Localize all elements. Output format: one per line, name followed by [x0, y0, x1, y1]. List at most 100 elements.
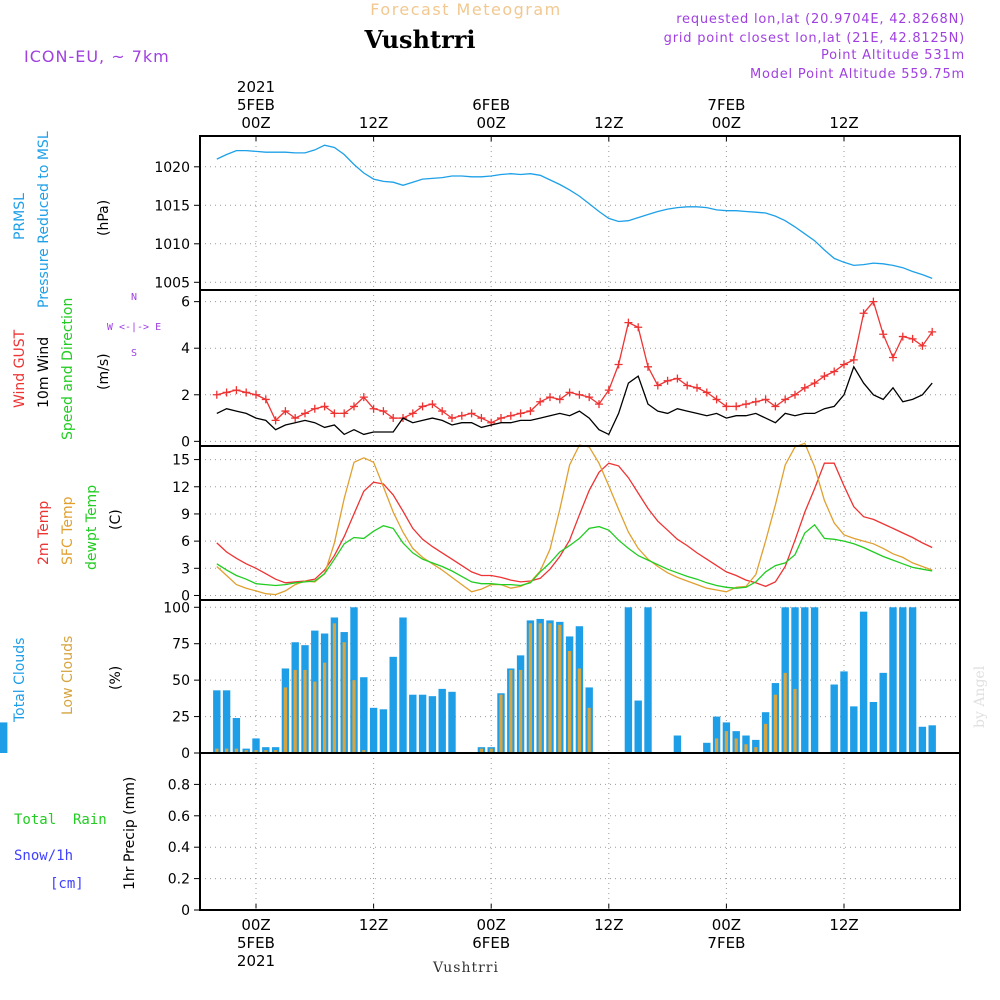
gust-marker	[840, 360, 848, 369]
bar-total-clouds	[879, 672, 887, 753]
panel-frame	[199, 445, 961, 601]
gust-marker	[389, 414, 398, 423]
wind-speed-direction-label: Speed and Direction	[60, 298, 76, 440]
pressure-label-prmsl: PRMSL	[12, 193, 28, 240]
y-tick-label: 75	[172, 637, 190, 653]
gust-marker	[742, 400, 750, 409]
gust-marker	[261, 395, 270, 404]
bar-low-clouds	[744, 744, 748, 753]
gust-marker	[369, 404, 378, 413]
bar-total-clouds	[213, 690, 221, 753]
bar-low-clouds	[225, 748, 229, 753]
bar-low-clouds	[293, 669, 297, 753]
gust-marker	[859, 309, 868, 318]
top-time-label: 2021	[237, 78, 275, 96]
gust-marker	[673, 374, 682, 383]
gust-marker	[340, 409, 349, 418]
gust-marker	[291, 414, 300, 423]
panel-frame	[199, 752, 961, 911]
precip-labels: Total Rain Snow/1h [cm] 1hr Precip (mm)	[14, 777, 138, 892]
gust-marker	[575, 390, 584, 399]
bar-low-clouds	[215, 748, 219, 753]
temp-sfc-label: SFC Temp	[60, 496, 76, 565]
bar-total-clouds	[673, 735, 682, 753]
y-tick-label: 1005	[154, 275, 190, 291]
series-line-dewpt-temp	[216, 523, 933, 589]
bar-low-clouds	[715, 738, 719, 753]
top-time-label: 6FEB	[472, 96, 510, 114]
gust-marker	[320, 402, 329, 411]
gust-marker	[693, 383, 701, 392]
bar-total-clouds	[928, 725, 936, 753]
bar-total-clouds	[889, 607, 897, 753]
bar-low-clouds	[783, 672, 787, 753]
bar-total-clouds	[438, 688, 446, 753]
bar-low-clouds	[538, 623, 542, 753]
bar-total-clouds	[409, 694, 417, 753]
gust-marker	[624, 318, 633, 327]
gust-marker	[810, 379, 819, 388]
gust-marker	[732, 402, 741, 411]
credit-watermark: by Angel	[972, 665, 988, 728]
gust-marker	[212, 390, 221, 399]
bar-total-clouds	[712, 716, 721, 753]
gust-marker	[222, 388, 231, 397]
compass-north: N	[131, 292, 137, 303]
footer-location: Vushtrri	[432, 960, 499, 976]
total-clouds-label: Total Clouds	[12, 638, 28, 723]
bottom-time-label: 00Z	[477, 916, 506, 934]
y-tick-label: 1015	[154, 198, 190, 214]
bar-total-clouds	[634, 700, 642, 753]
gust-marker	[614, 360, 623, 369]
bar-low-clouds	[587, 707, 591, 753]
bar-low-clouds	[342, 642, 346, 753]
bar-low-clouds	[509, 669, 513, 753]
compass-south: S	[131, 348, 137, 359]
bottom-time-label: 2021	[237, 952, 275, 970]
gust-marker	[526, 407, 535, 416]
y-tick-label: 6	[181, 295, 190, 311]
y-tick-label: 3	[181, 561, 190, 577]
gust-marker	[830, 367, 839, 376]
bar-low-clouds	[528, 623, 532, 753]
gust-marker	[330, 409, 339, 418]
gust-marker	[350, 402, 358, 411]
y-tick-label: 100	[163, 600, 190, 616]
bar-total-clouds	[830, 684, 838, 753]
gust-marker	[379, 407, 388, 416]
series-line-10m-wind	[216, 365, 933, 436]
bar-total-clouds	[810, 607, 819, 753]
bar-low-clouds	[303, 669, 307, 753]
gust-marker	[634, 323, 643, 332]
y-tick-label: 25	[172, 710, 190, 726]
pressure-label-reduced: Pressure Reduced to MSL	[36, 131, 52, 308]
top-time-label: 5FEB	[237, 96, 275, 114]
bar-total-clouds	[350, 607, 358, 753]
y-tick-label: 9	[181, 507, 190, 523]
y-tick-label: 0	[181, 746, 190, 762]
gust-marker	[536, 397, 545, 406]
bottom-time-label: 6FEB	[472, 934, 510, 952]
gust-marker	[722, 402, 731, 411]
gust-marker	[506, 411, 515, 420]
temperature-labels: 2m Temp SFC Temp dewpt Temp (C)	[36, 485, 124, 570]
gust-marker	[242, 388, 251, 397]
series-line-prmsl	[216, 144, 933, 280]
gust-marker	[889, 353, 897, 362]
bottom-time-label: 12Z	[359, 916, 388, 934]
model-label: ICON-EU, ~ 7km	[24, 47, 170, 66]
bar-low-clouds	[773, 694, 777, 753]
bar-total-clouds	[252, 738, 260, 753]
y-tick-label: 2	[181, 388, 190, 404]
temperature-panel: 0 3 6 9 12 15	[172, 442, 961, 604]
gust-marker	[418, 402, 427, 411]
bar-low-clouds	[577, 668, 581, 753]
series-line-sfc-temp	[216, 442, 933, 596]
bar-low-clouds	[568, 651, 572, 753]
bar-total-clouds	[448, 691, 456, 753]
gust-marker	[281, 407, 290, 416]
bar-total-clouds	[222, 690, 231, 753]
top-time-label: 7FEB	[707, 96, 745, 114]
y-tick-label: 12	[172, 480, 190, 496]
